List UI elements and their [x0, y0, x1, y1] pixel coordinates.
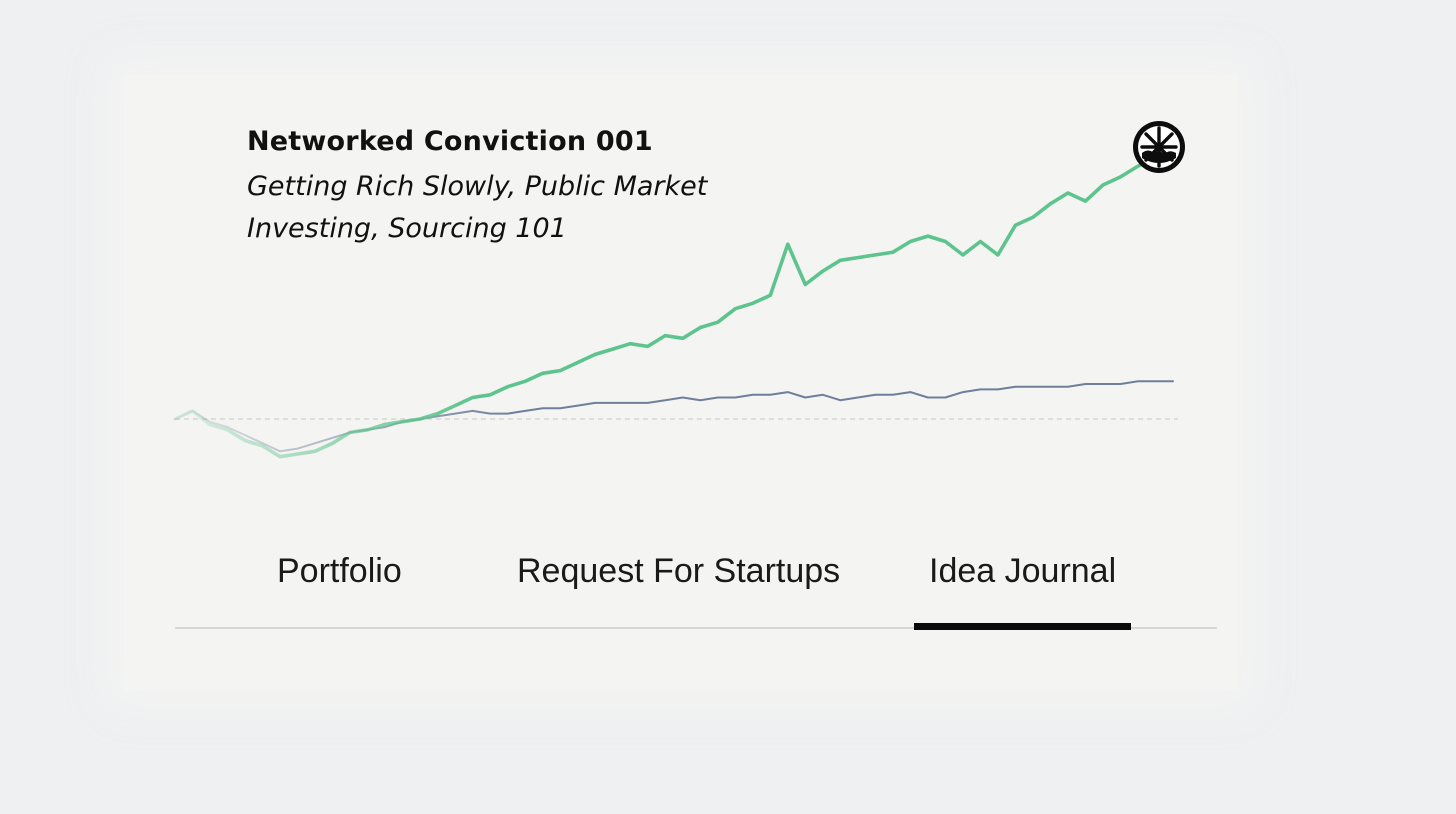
post-title[interactable]: Networked Conviction 001 [247, 126, 653, 157]
tab-portfolio[interactable]: Portfolio [277, 552, 402, 590]
benchmark-line [174, 380, 1174, 453]
tabs-divider [175, 627, 1217, 629]
post-subtitle: Getting Rich Slowly, Public Market Inves… [247, 171, 708, 244]
tree-roundel-icon [1133, 121, 1185, 173]
tab-idea-journal[interactable]: Idea Journal [929, 552, 1117, 590]
portfolio-line [173, 148, 1175, 459]
active-tab-indicator [914, 623, 1131, 630]
tab-request-for-startups[interactable]: Request For Startups [517, 552, 841, 590]
content-card [124, 74, 1238, 690]
